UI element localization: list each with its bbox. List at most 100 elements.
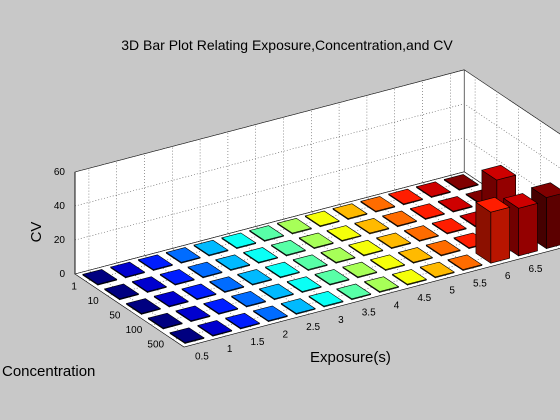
bar <box>209 276 245 293</box>
bar-side-face <box>475 201 492 264</box>
x-tick-label: 3.5 <box>362 308 376 319</box>
bar-top-face <box>403 225 440 241</box>
bar-top-face <box>270 239 307 256</box>
bar <box>276 217 313 235</box>
bar <box>159 269 195 286</box>
bar <box>169 327 205 345</box>
bar-top-face <box>415 181 452 197</box>
bar-front-face <box>518 202 538 257</box>
bar <box>298 232 334 250</box>
bar <box>375 232 412 250</box>
bar <box>203 298 239 315</box>
bar <box>354 217 390 235</box>
bar-top-face <box>425 239 461 256</box>
bar-top-face <box>224 312 261 329</box>
bar-top-face <box>336 283 372 300</box>
x-axis-label: Exposure(s) <box>310 349 391 366</box>
bar <box>165 247 201 264</box>
y-gridline <box>85 77 476 282</box>
bar-top-face <box>342 261 378 278</box>
bar <box>308 290 344 308</box>
y-tick-label: 10 <box>88 296 100 307</box>
bar <box>475 196 511 264</box>
bar <box>369 254 406 272</box>
bar-top-face <box>326 225 362 241</box>
bar <box>391 269 428 286</box>
bar <box>332 203 368 220</box>
bar <box>387 188 424 206</box>
bar-top-face <box>252 305 289 322</box>
bar-top-face <box>230 290 267 307</box>
bar-top-face <box>431 217 467 234</box>
bar-top-face <box>419 261 455 278</box>
bar-top-face <box>258 283 295 300</box>
bar <box>181 283 217 301</box>
bar-top-face <box>348 239 384 256</box>
z-tick-label: 0 <box>59 269 65 280</box>
x-tick-label: 6.5 <box>529 264 543 275</box>
z-axis-label: CV <box>28 222 45 243</box>
bar <box>348 239 384 257</box>
y-axis-label: Concentration <box>2 363 95 380</box>
bar <box>397 247 434 264</box>
bar-top-face <box>437 196 473 212</box>
bar-top-face <box>103 283 140 300</box>
bar-top-face <box>481 164 517 181</box>
bar-top-face <box>308 290 344 307</box>
x-tick-label: 5 <box>449 286 455 297</box>
bar <box>153 290 189 308</box>
bar <box>270 239 307 257</box>
bar-top-face <box>286 276 322 292</box>
bar <box>409 203 446 220</box>
bar <box>304 210 340 228</box>
bar <box>326 225 362 242</box>
x-tick-label: 2.5 <box>306 322 320 333</box>
bar <box>419 261 455 279</box>
bar-top-face <box>242 247 279 263</box>
bar-top-face <box>221 232 257 249</box>
bar <box>236 269 273 286</box>
bar <box>147 312 183 330</box>
x-tick-label: 0.5 <box>195 351 209 362</box>
bar-top-face <box>332 203 368 219</box>
bar <box>286 276 322 293</box>
bar-top-face <box>193 239 229 256</box>
bar <box>431 217 467 235</box>
bar-top-face <box>304 210 340 227</box>
bar-top-face <box>391 269 428 285</box>
bar-top-face <box>248 225 285 241</box>
bar <box>187 261 223 279</box>
bar-top-face <box>320 247 356 263</box>
bar-top-face <box>314 269 350 285</box>
bar <box>193 239 229 257</box>
bar-top-face <box>276 217 313 234</box>
y-tick-label: 50 <box>109 311 121 322</box>
bar-top-face <box>187 261 223 278</box>
bar <box>248 225 285 242</box>
bar-top-face <box>175 305 211 322</box>
z-gridline <box>74 69 560 173</box>
bar-top-face <box>381 210 418 227</box>
bar-top-face <box>502 193 539 209</box>
bar <box>447 254 483 272</box>
bar-top-face <box>137 254 174 270</box>
z-gridline <box>74 103 560 207</box>
bar <box>381 210 418 228</box>
bar-top-face <box>354 217 390 234</box>
bar-top-face <box>280 298 316 314</box>
bar <box>415 181 452 199</box>
bar <box>292 254 328 272</box>
bar-top-face <box>375 232 412 249</box>
bar <box>109 261 146 279</box>
bar-front-face <box>546 193 560 249</box>
bar-top-face <box>264 261 301 278</box>
bar <box>403 225 440 242</box>
bar <box>252 305 289 323</box>
bar-top-face <box>197 320 233 336</box>
chart-title: 3D Bar Plot Relating Exposure,Concentrat… <box>121 37 453 53</box>
y-tick-label: 500 <box>147 340 164 351</box>
y-tick-label: 1 <box>71 281 77 292</box>
bar <box>425 239 461 257</box>
bar-top-face <box>397 247 434 263</box>
